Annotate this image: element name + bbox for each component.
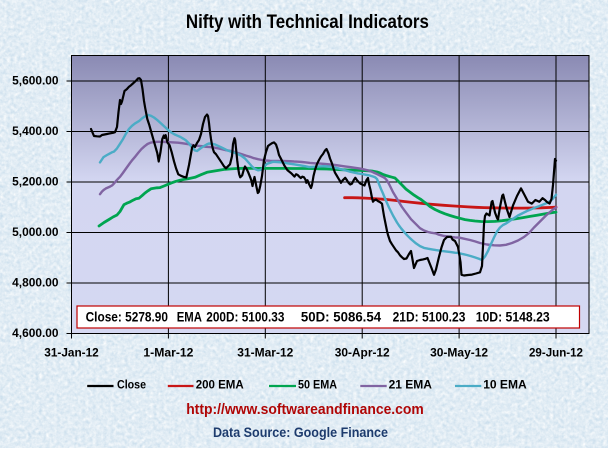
svg-text:4,800.00: 4,800.00 (12, 276, 59, 289)
svg-text:5,600.00: 5,600.00 (12, 74, 59, 87)
svg-text:30-Apr-12: 30-Apr-12 (335, 346, 390, 360)
svg-text:50 EMA: 50 EMA (298, 378, 337, 392)
svg-text:21 EMA: 21 EMA (389, 378, 432, 392)
svg-text:Close: 5278.90: Close: 5278.90 (86, 309, 169, 324)
svg-text:5,200.00: 5,200.00 (12, 175, 59, 188)
svg-text:5,000.00: 5,000.00 (12, 226, 59, 239)
svg-text:200D: 5100.33: 200D: 5100.33 (206, 309, 284, 324)
svg-text:29-Jun-12: 29-Jun-12 (529, 346, 583, 360)
svg-text:Nifty with Technical Indicator: Nifty with Technical Indicators (186, 11, 429, 33)
svg-text:1-Mar-12: 1-Mar-12 (143, 346, 193, 360)
svg-text:4,600.00: 4,600.00 (12, 327, 59, 340)
svg-text:10D: 5148.23: 10D: 5148.23 (476, 309, 550, 324)
svg-text:10 EMA: 10 EMA (483, 378, 527, 392)
svg-text:21D: 5100.23: 21D: 5100.23 (393, 309, 466, 324)
svg-text:http://www.softwareandfinance.: http://www.softwareandfinance.com (186, 402, 424, 418)
svg-text:5,400.00: 5,400.00 (12, 125, 59, 138)
svg-text:200 EMA: 200 EMA (196, 378, 244, 392)
svg-text:Data Source: Google Finance: Data Source: Google Finance (213, 425, 388, 441)
svg-text:Close: Close (117, 378, 146, 392)
svg-text:31-Mar-12: 31-Mar-12 (237, 346, 293, 360)
svg-text:30-May-12: 30-May-12 (430, 346, 488, 360)
svg-text:31-Jan-12: 31-Jan-12 (44, 346, 99, 360)
svg-text:EMA: EMA (177, 309, 202, 324)
svg-text:50D: 5086.54: 50D: 5086.54 (301, 309, 381, 324)
